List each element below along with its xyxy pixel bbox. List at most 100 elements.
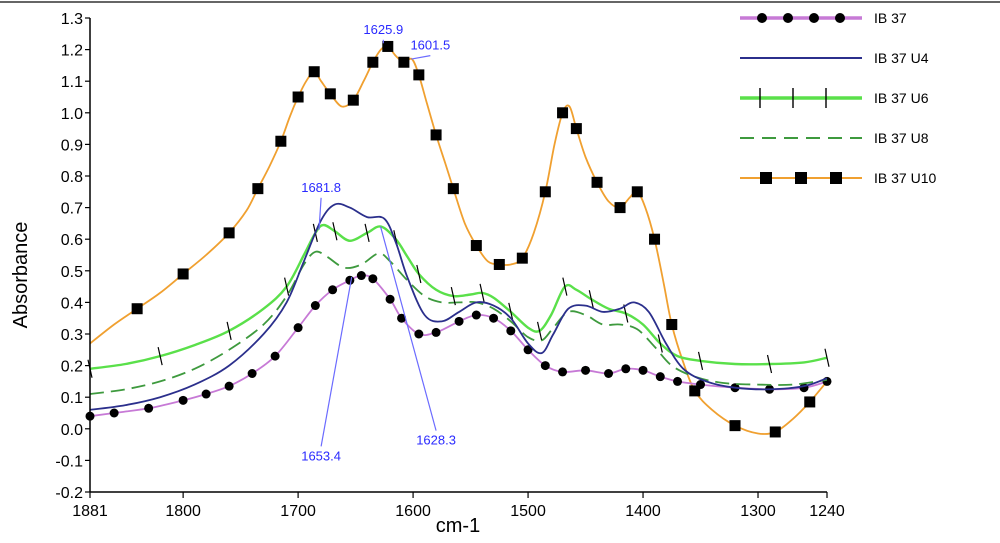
data-point: [144, 403, 154, 413]
data-point: [413, 69, 425, 81]
data-point: [824, 348, 830, 367]
y-tick-label: 0.9: [61, 137, 83, 154]
series-ib-37-u10: [89, 40, 828, 438]
x-axis-label: cm-1: [436, 515, 480, 537]
axes-layer: 1.3 1.2 1.1 1.0 0.9 0.8 0.7 0.6 0.5 0.4 0.3 0.2 0.1 0…: [55, 11, 844, 520]
data-point: [332, 222, 338, 241]
legend-label: IB 37 U8: [874, 130, 929, 146]
data-point: [224, 381, 234, 391]
data-point: [489, 313, 499, 323]
data-point: [178, 395, 188, 405]
data-point: [470, 240, 482, 252]
data-point: [493, 258, 505, 270]
data-point: [292, 91, 304, 103]
data-point: [310, 301, 320, 311]
legend-item: IB 37 U4: [740, 50, 929, 66]
data-point: [247, 369, 257, 378]
data-point: [697, 351, 704, 370]
data-point: [631, 186, 643, 198]
data-point: [252, 183, 264, 195]
series-line: [89, 223, 828, 370]
data-point: [614, 202, 626, 214]
y-tick-label: 0.5: [61, 264, 83, 281]
data-point: [557, 107, 569, 119]
data-point: [131, 303, 143, 315]
data-point: [416, 264, 422, 284]
legend-label: IB 37: [874, 10, 907, 26]
series-ib-37-u6: [87, 222, 830, 378]
data-point: [638, 365, 648, 375]
data-point: [696, 380, 706, 390]
data-point: [558, 367, 568, 377]
data-point: [523, 345, 533, 355]
y-tick-label: 1.0: [61, 106, 83, 123]
data-point: [804, 396, 816, 408]
y-tick-label: 0.3: [61, 327, 83, 344]
x-tick-label: 1881: [72, 503, 108, 520]
data-point: [226, 321, 232, 340]
data-point: [506, 326, 516, 336]
data-point: [581, 365, 591, 375]
data-point: [454, 316, 464, 326]
data-point: [345, 275, 355, 285]
data-point: [570, 123, 582, 135]
series-line: [89, 202, 828, 411]
data-point: [766, 354, 773, 374]
y-tick-label: 0.7: [61, 201, 83, 218]
annotation-label: 1653.4: [301, 448, 341, 463]
y-tick-label: 0.4: [61, 295, 83, 312]
y-tick-label: 1.1: [61, 74, 83, 91]
data-point: [450, 286, 456, 306]
annotation-label: 1681.8: [301, 180, 341, 195]
data-point: [223, 227, 235, 239]
legend-marker: [795, 172, 807, 184]
legend: IB 37 IB 37 U4 IB 37 U6 IB 37 U8 IB 37 U10: [740, 10, 936, 186]
legend-marker: [760, 172, 772, 184]
annotation-label: 1628.3: [416, 433, 456, 448]
data-point: [689, 385, 701, 397]
data-point: [536, 321, 543, 340]
y-axis-label: Absorbance: [10, 222, 32, 329]
data-point: [471, 310, 481, 320]
annotation: 1625.9: [363, 22, 403, 44]
data-point: [649, 233, 661, 245]
data-point: [540, 361, 550, 371]
y-tick-label: -0.1: [55, 453, 83, 470]
y-tick-label: 0.1: [61, 390, 83, 407]
data-point: [157, 346, 163, 366]
data-point: [293, 323, 303, 333]
annotation-label: 1601.5: [410, 38, 450, 53]
x-tick-label: 1700: [280, 503, 316, 520]
data-point: [270, 351, 280, 361]
legend-marker: [835, 13, 845, 23]
data-point: [479, 283, 485, 303]
legend-label: IB 37 U4: [874, 50, 929, 66]
data-point: [397, 313, 407, 323]
annotation-leader: [411, 55, 431, 60]
legend-marker: [783, 13, 793, 23]
annotation-leader: [379, 226, 437, 431]
annotation-label: 1625.9: [363, 22, 403, 37]
data-point: [769, 426, 781, 438]
data-point: [516, 252, 528, 264]
legend-marker: [757, 13, 767, 23]
x-tick-label: 1800: [165, 503, 201, 520]
legend-item: IB 37 U8: [740, 130, 929, 146]
annotation: 1681.8: [301, 180, 341, 230]
data-point: [666, 319, 678, 331]
data-point: [430, 129, 442, 141]
data-point: [398, 56, 410, 68]
legend-item: IB 37: [740, 10, 907, 26]
legend-marker: [809, 13, 819, 23]
data-point: [284, 277, 290, 296]
annotation: 1601.5: [410, 38, 450, 60]
y-tick-label: 0.8: [61, 169, 83, 186]
data-point: [201, 389, 211, 399]
data-point: [562, 277, 568, 296]
series-ib-37-u4: [89, 202, 828, 411]
data-point: [431, 327, 441, 337]
x-tick-label: 1240: [809, 503, 845, 520]
x-tick-label: 1500: [510, 503, 546, 520]
data-point: [109, 408, 119, 418]
